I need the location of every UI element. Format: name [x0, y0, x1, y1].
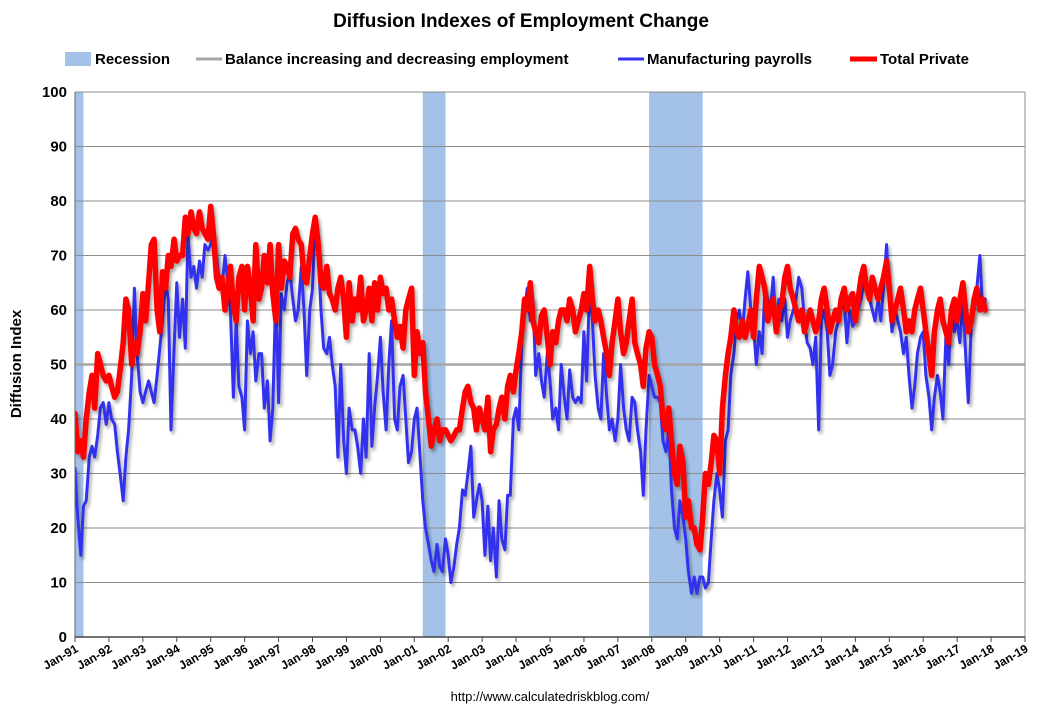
- x-tick-Jan-93: Jan-93: [108, 641, 148, 672]
- legend-label-total-private: Total Private: [880, 51, 969, 68]
- series-lines: [75, 203, 989, 595]
- x-tick-Jan-13: Jan-13: [787, 641, 827, 672]
- x-tick-Jan-98: Jan-98: [278, 641, 318, 672]
- x-tick-Jan-10: Jan-10: [685, 641, 725, 672]
- y-tick-10: 10: [50, 575, 67, 592]
- x-tick-Jan-05: Jan-05: [516, 641, 556, 672]
- x-tick-Jan-01: Jan-01: [380, 641, 420, 672]
- x-tick-Jan-99: Jan-99: [312, 641, 352, 672]
- x-tick-Jan-17: Jan-17: [923, 641, 963, 672]
- x-tick-Jan-11: Jan-11: [720, 641, 760, 672]
- legend-label-manufacturing: Manufacturing payrolls: [647, 51, 812, 68]
- y-tick-20: 20: [50, 520, 67, 537]
- x-tick-Jan-19: Jan-19: [991, 641, 1031, 672]
- source-url: http://www.calculatedriskblog.com/: [451, 689, 650, 704]
- y-axis-label: Diffusion Index: [8, 309, 25, 418]
- x-tick-Jan-12: Jan-12: [753, 641, 793, 672]
- series-line-manufacturing-payrolls: [75, 221, 987, 595]
- legend-swatch-recession: [65, 52, 91, 66]
- y-tick-90: 90: [50, 139, 67, 156]
- y-tick-50: 50: [50, 357, 67, 374]
- x-tick-Jan-07: Jan-07: [583, 641, 623, 672]
- x-tick-Jan-16: Jan-16: [889, 641, 929, 672]
- x-tick-Jan-92: Jan-92: [74, 641, 114, 672]
- x-tick-Jan-06: Jan-06: [549, 641, 589, 672]
- x-tick-Jan-08: Jan-08: [617, 641, 657, 672]
- y-tick-30: 30: [50, 466, 67, 483]
- x-tick-Jan-03: Jan-03: [448, 641, 488, 672]
- x-tick-Jan-97: Jan-97: [244, 641, 284, 672]
- x-tick-Jan-09: Jan-09: [651, 641, 691, 672]
- x-tick-Jan-91: Jan-91: [41, 641, 81, 672]
- x-tick-Jan-18: Jan-18: [957, 641, 997, 672]
- x-tick-Jan-14: Jan-14: [821, 641, 861, 672]
- x-tick-Jan-02: Jan-02: [414, 641, 454, 672]
- x-tick-Jan-96: Jan-96: [210, 641, 250, 672]
- x-tick-Jan-04: Jan-04: [482, 641, 522, 672]
- axes: [74, 92, 1026, 642]
- y-tick-60: 60: [50, 302, 67, 319]
- legend-label-balance: Balance increasing and decreasing employ…: [225, 51, 568, 68]
- y-tick-100: 100: [42, 84, 67, 101]
- x-tick-Jan-15: Jan-15: [855, 641, 895, 672]
- y-tick-70: 70: [50, 248, 67, 265]
- legend: Recession Balance increasing and decreas…: [65, 51, 969, 68]
- chart-title: Diffusion Indexes of Employment Change: [333, 11, 709, 32]
- x-tick-Jan-95: Jan-95: [176, 641, 216, 672]
- y-tick-0: 0: [59, 629, 67, 646]
- x-tick-Jan-00: Jan-00: [346, 641, 386, 672]
- y-tick-labels: 0 10 20 30 40 50 60 70 80 90 100: [42, 84, 67, 646]
- x-tick-Jan-94: Jan-94: [142, 641, 182, 672]
- y-tick-40: 40: [50, 411, 67, 428]
- legend-label-recession: Recession: [95, 51, 170, 68]
- x-tick-labels: Jan-91Jan-92Jan-93Jan-94Jan-95Jan-96Jan-…: [41, 641, 1031, 672]
- y-tick-80: 80: [50, 193, 67, 210]
- series-line-total-private: [75, 203, 989, 553]
